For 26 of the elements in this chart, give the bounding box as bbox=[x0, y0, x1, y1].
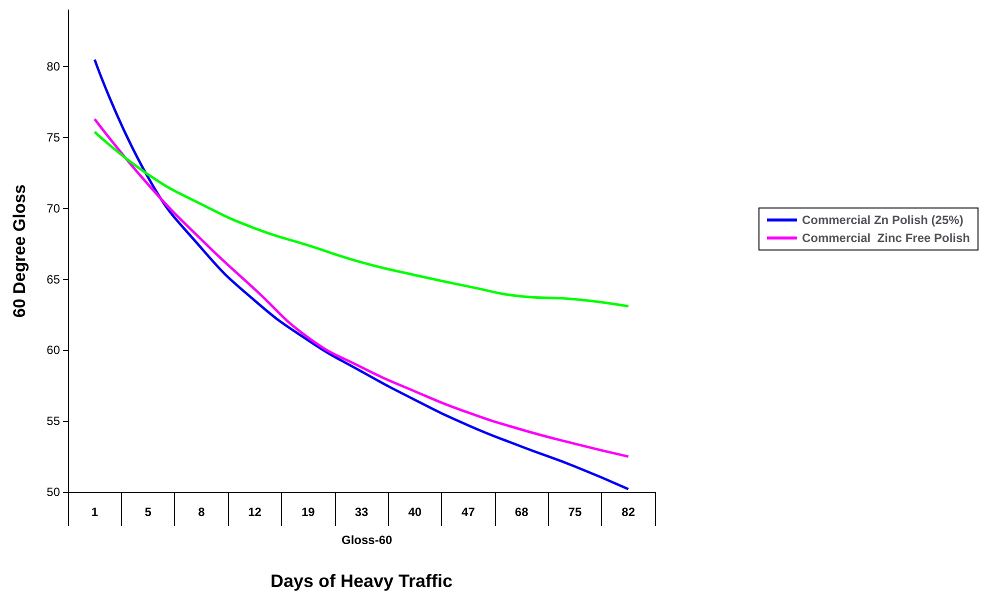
text: Gloss-60 bbox=[342, 533, 393, 547]
y-tick-label: 75 bbox=[46, 130, 60, 145]
x-tick-label: 33 bbox=[354, 505, 368, 519]
x-tick-label: 75 bbox=[568, 505, 582, 519]
y-tick-label: 50 bbox=[46, 485, 60, 499]
x-tick-label: 8 bbox=[198, 505, 206, 519]
x-tick-label: 47 bbox=[462, 505, 476, 519]
line-series bbox=[93, 58, 630, 490]
x-tick-label: 12 bbox=[248, 505, 262, 519]
y-tick-label: 60 bbox=[46, 343, 60, 358]
x-axis-title: Days of Heavy Traffic bbox=[270, 571, 453, 591]
legend-label: Commercial Zn Polish (25%) bbox=[802, 213, 964, 227]
x-tick-label: 40 bbox=[408, 505, 422, 519]
legend-label: Commercial Zinc Free Polish bbox=[802, 231, 970, 245]
x-tick-label: 5 bbox=[144, 505, 152, 519]
y-tick-label: 70 bbox=[46, 201, 60, 216]
x-tick-label: 1 bbox=[91, 505, 98, 519]
y-tick-label: 55 bbox=[46, 414, 60, 428]
line-series bbox=[93, 130, 630, 308]
line-series bbox=[93, 118, 630, 458]
y-tick-label: 65 bbox=[46, 272, 60, 286]
x-tick-label: 19 bbox=[301, 505, 316, 519]
y-axis-title: 60 Degree Gloss bbox=[10, 184, 29, 318]
y-tick-label: 80 bbox=[46, 60, 60, 74]
x-tick-label: 68 bbox=[514, 505, 529, 519]
x-tick-label: 82 bbox=[622, 505, 636, 519]
